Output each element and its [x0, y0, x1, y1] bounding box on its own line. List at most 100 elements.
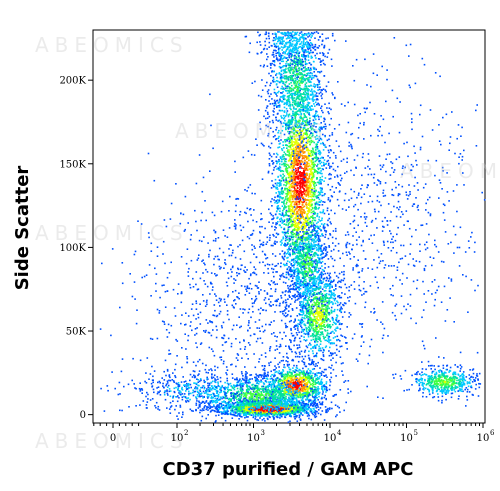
event-point: [295, 225, 298, 228]
event-point: [286, 32, 288, 34]
event-point: [278, 72, 281, 74]
event-point: [271, 225, 273, 228]
event-point: [320, 107, 322, 109]
event-point: [314, 45, 317, 48]
event-point: [290, 192, 292, 195]
event-point: [285, 107, 288, 110]
event-point: [259, 225, 261, 228]
event-point: [260, 52, 262, 54]
event-point: [315, 110, 317, 112]
event-point: [296, 277, 299, 279]
event-point: [308, 218, 310, 221]
event-point: [331, 65, 333, 67]
event-point: [314, 234, 316, 237]
event-point: [278, 31, 280, 33]
event-point: [320, 138, 323, 141]
event-point: [300, 226, 303, 228]
event-point: [281, 191, 283, 193]
event-point: [291, 153, 294, 155]
event-point: [283, 51, 285, 53]
event-point: [293, 159, 296, 161]
event-point: [307, 344, 310, 346]
event-point: [296, 124, 299, 127]
event-point: [339, 302, 342, 304]
event-point: [280, 275, 282, 278]
event-point: [318, 288, 320, 291]
event-point: [289, 107, 291, 109]
event-point: [289, 315, 292, 318]
event-point: [301, 321, 303, 323]
event-point: [298, 225, 300, 228]
event-point: [310, 132, 312, 135]
event-point: [312, 336, 315, 338]
event-point: [318, 171, 321, 174]
event-point: [294, 103, 296, 106]
event-point: [311, 51, 313, 54]
event-point: [327, 313, 330, 315]
event-point: [276, 199, 279, 201]
event-point: [310, 344, 312, 346]
event-point: [326, 297, 329, 299]
event-point: [303, 299, 305, 301]
event-point: [328, 318, 330, 321]
event-point: [280, 117, 283, 119]
event-point: [304, 97, 306, 99]
event-point: [294, 351, 297, 353]
event-point: [285, 245, 287, 247]
event-point: [279, 196, 282, 198]
event-point: [304, 193, 306, 196]
event-point: [279, 169, 282, 172]
event-point: [265, 124, 267, 127]
event-point: [284, 306, 287, 308]
event-point: [318, 206, 320, 209]
event-point: [313, 163, 316, 165]
event-point: [315, 244, 318, 246]
event-point: [302, 226, 304, 228]
event-point: [300, 300, 303, 303]
event-point: [259, 128, 262, 130]
event-point: [293, 51, 296, 54]
event-point: [333, 332, 335, 334]
event-point: [289, 178, 292, 181]
event-point: [296, 210, 298, 213]
event-point: [298, 98, 300, 101]
event-point: [287, 69, 290, 71]
event-point: [319, 240, 321, 242]
event-point: [295, 33, 298, 36]
event-point: [320, 322, 323, 324]
event-point: [297, 291, 299, 294]
event-point: [309, 318, 311, 321]
event-point: [321, 308, 324, 310]
event-point: [292, 334, 295, 337]
event-point: [312, 265, 315, 267]
event-point: [313, 247, 315, 250]
event-point: [295, 332, 298, 334]
event-point: [316, 296, 318, 299]
event-point: [302, 274, 305, 277]
event-point: [317, 326, 319, 328]
event-point: [319, 334, 321, 336]
event-point: [318, 104, 320, 106]
event-point: [331, 134, 334, 136]
event-point: [285, 273, 288, 276]
event-point: [305, 216, 307, 218]
event-point: [327, 300, 329, 302]
event-point: [294, 100, 297, 103]
event-point: [329, 189, 332, 191]
event-point: [326, 272, 329, 275]
event-point: [279, 218, 281, 221]
event-point: [302, 74, 305, 76]
event-point: [291, 131, 293, 133]
event-point: [305, 89, 307, 91]
event-point: [274, 44, 277, 47]
event-point: [307, 88, 309, 90]
event-point: [328, 293, 331, 296]
event-point: [299, 36, 302, 39]
event-point: [327, 325, 330, 328]
event-point: [293, 130, 295, 132]
event-point: [283, 175, 286, 177]
event-point: [272, 54, 275, 56]
event-point: [284, 77, 286, 80]
event-point: [318, 337, 321, 339]
